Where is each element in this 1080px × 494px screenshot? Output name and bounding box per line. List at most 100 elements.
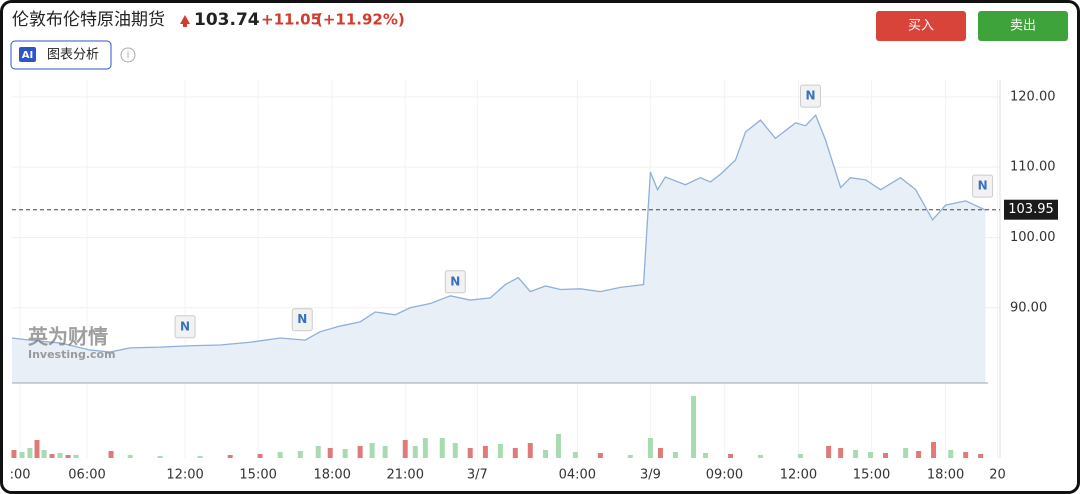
analysis-button[interactable] [10, 40, 112, 70]
volume-bar [527, 443, 533, 458]
volume-bar [647, 438, 653, 458]
volume-bar [277, 452, 283, 458]
price-line [11, 113, 986, 353]
ai-badge [19, 47, 36, 62]
price: 103.74 [194, 10, 260, 30]
watermark-en: Investing.com [28, 348, 116, 361]
news-marker-label: N [180, 319, 190, 333]
volume-bar [948, 450, 954, 458]
info-i: i [127, 50, 130, 61]
volume-bar [227, 455, 233, 458]
volume-bar [65, 455, 71, 458]
volume-bar [257, 454, 263, 458]
last-price-box [1004, 199, 1058, 220]
x-tick-label: 18:00 [313, 468, 350, 483]
volume-bar [497, 444, 503, 458]
volume-bar [916, 451, 922, 458]
volume-bar [542, 450, 548, 458]
volume-bar [157, 456, 163, 458]
volume-bar [382, 446, 388, 458]
x-tick-label: 12:00 [780, 468, 817, 483]
news-marker [972, 174, 994, 198]
sell-button[interactable] [978, 11, 1068, 41]
volume-bar [27, 448, 33, 458]
news-marker-label: N [805, 89, 815, 103]
price-area [12, 115, 986, 383]
x-tick-label: 12:00 [166, 468, 203, 483]
y-tick-label: 100.00 [1010, 230, 1056, 245]
news-marker-label: N [978, 179, 988, 193]
volume-bar [883, 453, 889, 458]
x-tick-label: 20 [989, 468, 1006, 483]
x-tick-label: 3/7 [467, 468, 488, 483]
volume-bar [672, 452, 678, 458]
analysis-label[interactable]: 图表分析 [47, 48, 99, 63]
x-tick-label: 09:00 [706, 468, 743, 483]
volume-bar [57, 453, 63, 458]
volume-bar [728, 454, 734, 458]
volume-bar [978, 454, 984, 458]
volume-bar [127, 455, 133, 458]
x-tick-label: 15:00 [853, 468, 890, 483]
volume-bar [797, 454, 803, 458]
volume-bar [439, 438, 445, 458]
volume-bar [41, 450, 47, 458]
news-marker [444, 270, 466, 294]
news-marker [799, 84, 821, 108]
volume-bar [402, 440, 408, 458]
volume-bar [597, 453, 603, 458]
volume-bar [963, 452, 969, 458]
volume-bar [327, 448, 333, 458]
volume-bar [826, 446, 832, 458]
volume-bar [369, 443, 375, 458]
y-tick-label: 120.00 [1010, 89, 1056, 104]
watermark-cn: 英为财情 [28, 325, 108, 349]
x-tick-label: 15:00 [239, 468, 276, 483]
x-tick-label: 3/9 [640, 468, 661, 483]
volume-bar [657, 448, 663, 458]
sell-label[interactable]: 卖出 [1010, 19, 1036, 34]
x-tick-label: :00 [10, 468, 31, 483]
volume-bar [452, 443, 458, 458]
volume-bar [197, 456, 203, 458]
change-pct: (+11.92%) [316, 11, 405, 29]
buy-button[interactable] [876, 11, 966, 41]
volume-bar [703, 453, 709, 458]
change: +11.05 [261, 11, 321, 29]
news-marker [291, 308, 313, 332]
volume-bar [342, 449, 348, 458]
volume-bar [853, 450, 859, 458]
y-tick-label: 110.00 [1010, 160, 1056, 175]
volume-bar [49, 454, 55, 458]
volume-bar [572, 452, 578, 458]
volume-bar [34, 440, 40, 458]
news-marker-label: N [297, 312, 307, 326]
buy-label[interactable]: 买入 [908, 19, 934, 34]
volume-bar [357, 446, 363, 458]
news-marker-label: N [450, 274, 460, 288]
volume-bar [903, 448, 909, 458]
volume-bar [467, 448, 473, 458]
volume-bar [11, 450, 17, 458]
instrument-title: 伦敦布伦特原油期货 [12, 10, 165, 30]
volume-bar [757, 455, 763, 458]
volume-bar [868, 452, 874, 458]
x-tick-label: 21:00 [387, 468, 424, 483]
volume-bar [691, 396, 697, 458]
x-tick-label: 04:00 [559, 468, 596, 483]
volume-bar [19, 452, 25, 458]
volume-bar [108, 451, 114, 458]
volume-bar [512, 448, 518, 458]
last-price-label: 103.95 [1008, 202, 1054, 217]
volume-bar [412, 446, 418, 458]
volume-bar [422, 438, 428, 458]
volume-bar [297, 451, 303, 458]
volume-bar [838, 448, 844, 458]
volume-bar [555, 434, 561, 458]
x-tick-label: 18:00 [927, 468, 964, 483]
volume-bar [315, 446, 321, 458]
volume-bar [482, 446, 488, 458]
info-icon[interactable] [120, 47, 136, 63]
